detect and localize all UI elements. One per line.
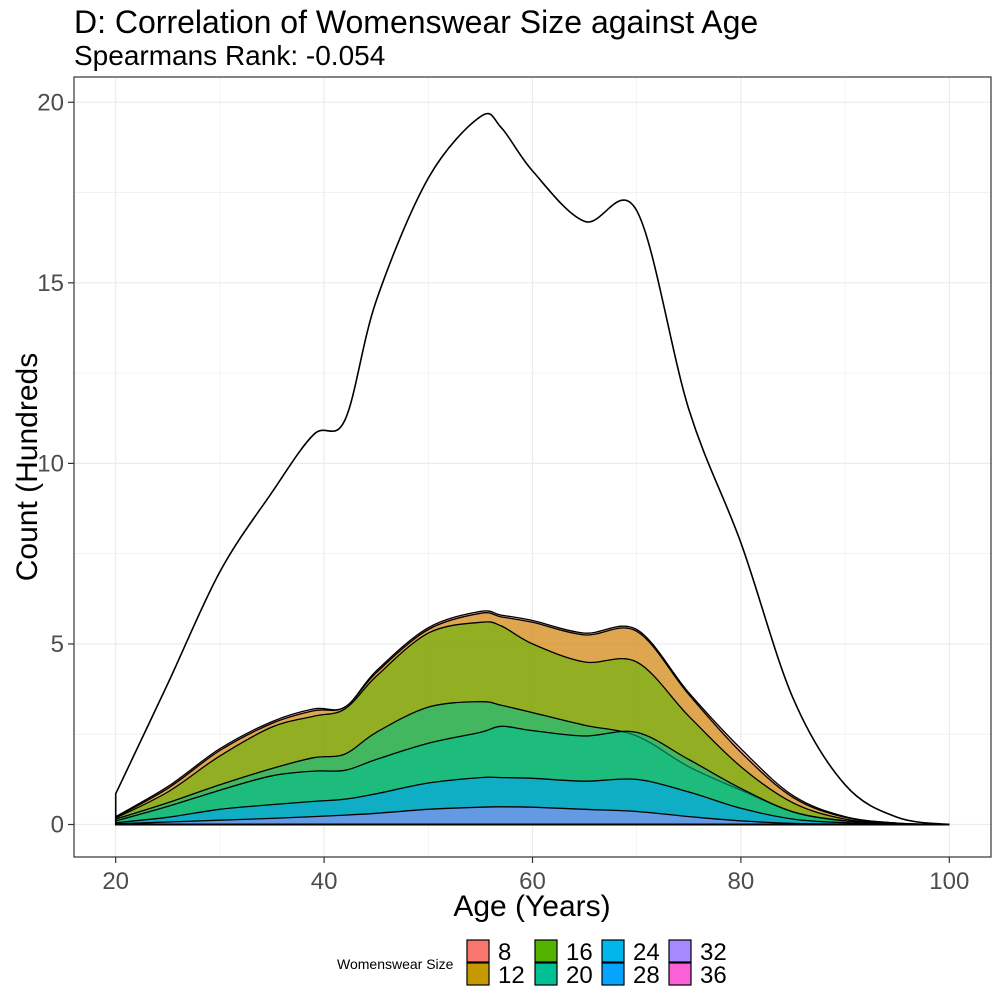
y-tick-label: 5 xyxy=(51,631,64,658)
y-tick-label: 20 xyxy=(37,89,64,116)
y-tick-label: 10 xyxy=(37,450,64,477)
y-tick-label: 15 xyxy=(37,270,64,297)
x-tick-label: 100 xyxy=(929,868,969,895)
legend-label-28: 28 xyxy=(633,962,660,989)
area-size-24 xyxy=(115,725,950,826)
legend-swatch-20 xyxy=(534,962,558,986)
x-tick-label: 80 xyxy=(728,868,755,895)
legend-swatch-28 xyxy=(601,962,625,986)
series-areas xyxy=(115,610,950,826)
x-tick-label: 20 xyxy=(102,868,129,895)
x-axis: 20 40 60 80 100 xyxy=(102,857,969,895)
legend-swatch-32 xyxy=(668,939,692,963)
legend-label-8: 8 xyxy=(498,939,511,966)
area-size-28 xyxy=(115,776,950,826)
legend-swatch-36 xyxy=(668,962,692,986)
legend-swatch-12 xyxy=(466,962,490,986)
total-density-line xyxy=(114,112,950,826)
y-axis-title: Count (Hundreds xyxy=(11,353,44,581)
legend-title: Womenswear Size xyxy=(337,956,454,972)
y-axis: 0 5 10 15 20 xyxy=(37,89,74,839)
legend-label-32: 32 xyxy=(700,939,727,966)
chart-title: D: Correlation of Womenswear Size agains… xyxy=(74,4,759,40)
x-tick-label: 60 xyxy=(519,868,546,895)
legend-label-36: 36 xyxy=(700,962,727,989)
legend-label-24: 24 xyxy=(633,939,660,966)
x-axis-title: Age (Years) xyxy=(453,890,610,923)
area-size-32 xyxy=(115,806,950,826)
legend-label-12: 12 xyxy=(498,962,525,989)
x-tick-label: 40 xyxy=(311,868,338,895)
chart-subtitle: Spearmans Rank: -0.054 xyxy=(74,40,386,71)
legend-swatch-8 xyxy=(466,939,490,963)
legend-swatch-16 xyxy=(534,939,558,963)
legend-label-20: 20 xyxy=(566,962,593,989)
legend-swatch-24 xyxy=(601,939,625,963)
y-tick-label: 0 xyxy=(51,812,64,839)
legend-label-16: 16 xyxy=(566,939,593,966)
total-outline xyxy=(114,112,950,826)
